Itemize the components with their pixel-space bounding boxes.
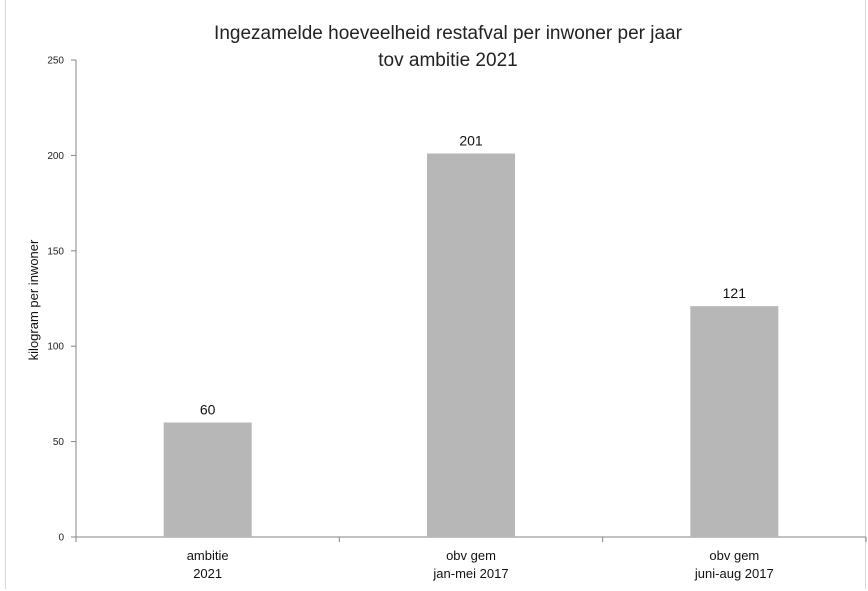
chart-title-line-1: Ingezamelde hoeveelheid restafval per in…: [214, 23, 683, 44]
category-label: obv gem: [709, 548, 759, 563]
bar: [690, 306, 779, 537]
bar: [427, 153, 515, 537]
chart-title: Ingezamelde hoeveelheid restafval per in…: [214, 23, 683, 71]
y-tick-label: 200: [47, 151, 64, 162]
y-tick-label: 150: [47, 246, 64, 257]
data-label: 121: [723, 285, 747, 301]
y-tick-label: 250: [47, 56, 64, 67]
category-label: obv gem: [446, 548, 496, 563]
y-tick-label: 0: [58, 533, 64, 544]
y-tick-label: 50: [53, 437, 65, 448]
category-label: 2021: [193, 566, 222, 581]
y-axis-label: kilogram per inwoner: [26, 239, 41, 360]
y-tick-label: 100: [47, 342, 64, 353]
x-axis-categories: ambitie 2021 obv gem jan-mei 2017 obv gem jun…: [187, 548, 774, 581]
y-axis-ticks: 0 50 100 150 200 250: [47, 56, 867, 544]
bars: [163, 153, 779, 537]
data-label: 60: [200, 402, 216, 418]
category-label: juni-aug 2017: [694, 566, 774, 581]
data-labels: 60 201 121: [200, 132, 746, 417]
chart-frame: [5, 0, 866, 589]
bar: [163, 422, 252, 537]
data-label: 201: [459, 132, 483, 148]
chart-title-line-2: tov ambitie 2021: [378, 50, 517, 71]
category-label: jan-mei 2017: [432, 566, 508, 581]
category-label: ambitie: [187, 548, 229, 563]
